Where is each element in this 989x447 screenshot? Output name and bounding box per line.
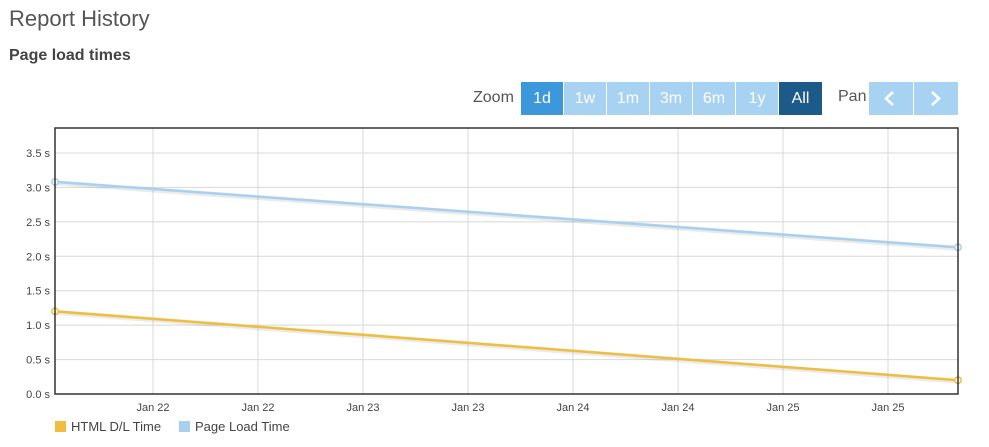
y-tick-label: 0.5 s bbox=[26, 355, 50, 367]
pan-left-button[interactable] bbox=[869, 82, 913, 115]
y-tick-label: 3.0 s bbox=[26, 182, 50, 194]
legend-label-page-load: Page Load Time bbox=[195, 419, 290, 434]
pan-right-button[interactable] bbox=[914, 82, 958, 115]
range-selector: Zoom 1d 1w 1m 3m 6m 1y All Pan bbox=[0, 82, 960, 115]
legend-label-html: HTML D/L Time bbox=[71, 419, 162, 434]
series-line bbox=[54, 180, 959, 249]
pan-label: Pan bbox=[838, 88, 867, 105]
x-tick-label: Jan 23 bbox=[451, 402, 484, 414]
zoom-button-6m[interactable]: 6m bbox=[693, 82, 735, 115]
legend-item-page-load[interactable]: Page Load Time bbox=[179, 419, 290, 434]
x-tick-label: Jan 25 bbox=[871, 402, 904, 414]
zoom-label: Zoom bbox=[473, 89, 514, 106]
x-tick-label: Jan 22 bbox=[136, 402, 169, 414]
x-tick-label: Jan 22 bbox=[241, 402, 274, 414]
y-tick-label: 1.5 s bbox=[26, 286, 50, 298]
y-tick-label: 3.5 s bbox=[26, 148, 50, 160]
x-tick-label: Jan 24 bbox=[661, 402, 694, 414]
zoom-button-1y[interactable]: 1y bbox=[736, 82, 778, 115]
series-line bbox=[54, 310, 959, 382]
legend-swatch-html bbox=[55, 421, 66, 432]
chevron-right-icon bbox=[931, 91, 941, 106]
x-tick-label: Jan 25 bbox=[766, 402, 799, 414]
y-tick-label: 2.5 s bbox=[26, 217, 50, 229]
y-tick-label: 0.0 s bbox=[26, 389, 50, 401]
zoom-button-1d[interactable]: 1d bbox=[521, 82, 563, 115]
plot-border bbox=[54, 127, 959, 395]
x-tick-label: Jan 23 bbox=[346, 402, 379, 414]
page-title: Report History bbox=[9, 6, 150, 31]
plot-area bbox=[55, 128, 958, 394]
zoom-button-3m[interactable]: 3m bbox=[650, 82, 692, 115]
page-subtitle: Page load times bbox=[9, 47, 131, 64]
zoom-button-1w[interactable]: 1w bbox=[564, 82, 606, 115]
zoom-button-1m[interactable]: 1m bbox=[607, 82, 649, 115]
y-tick-label: 2.0 s bbox=[26, 251, 50, 263]
y-tick-label: 1.0 s bbox=[26, 320, 50, 332]
legend-swatch-page-load bbox=[179, 421, 190, 432]
zoom-button-all[interactable]: All bbox=[779, 82, 822, 115]
x-tick-label: Jan 24 bbox=[556, 402, 589, 414]
legend-item-html[interactable]: HTML D/L Time bbox=[55, 419, 161, 434]
chevron-left-icon bbox=[884, 91, 894, 106]
